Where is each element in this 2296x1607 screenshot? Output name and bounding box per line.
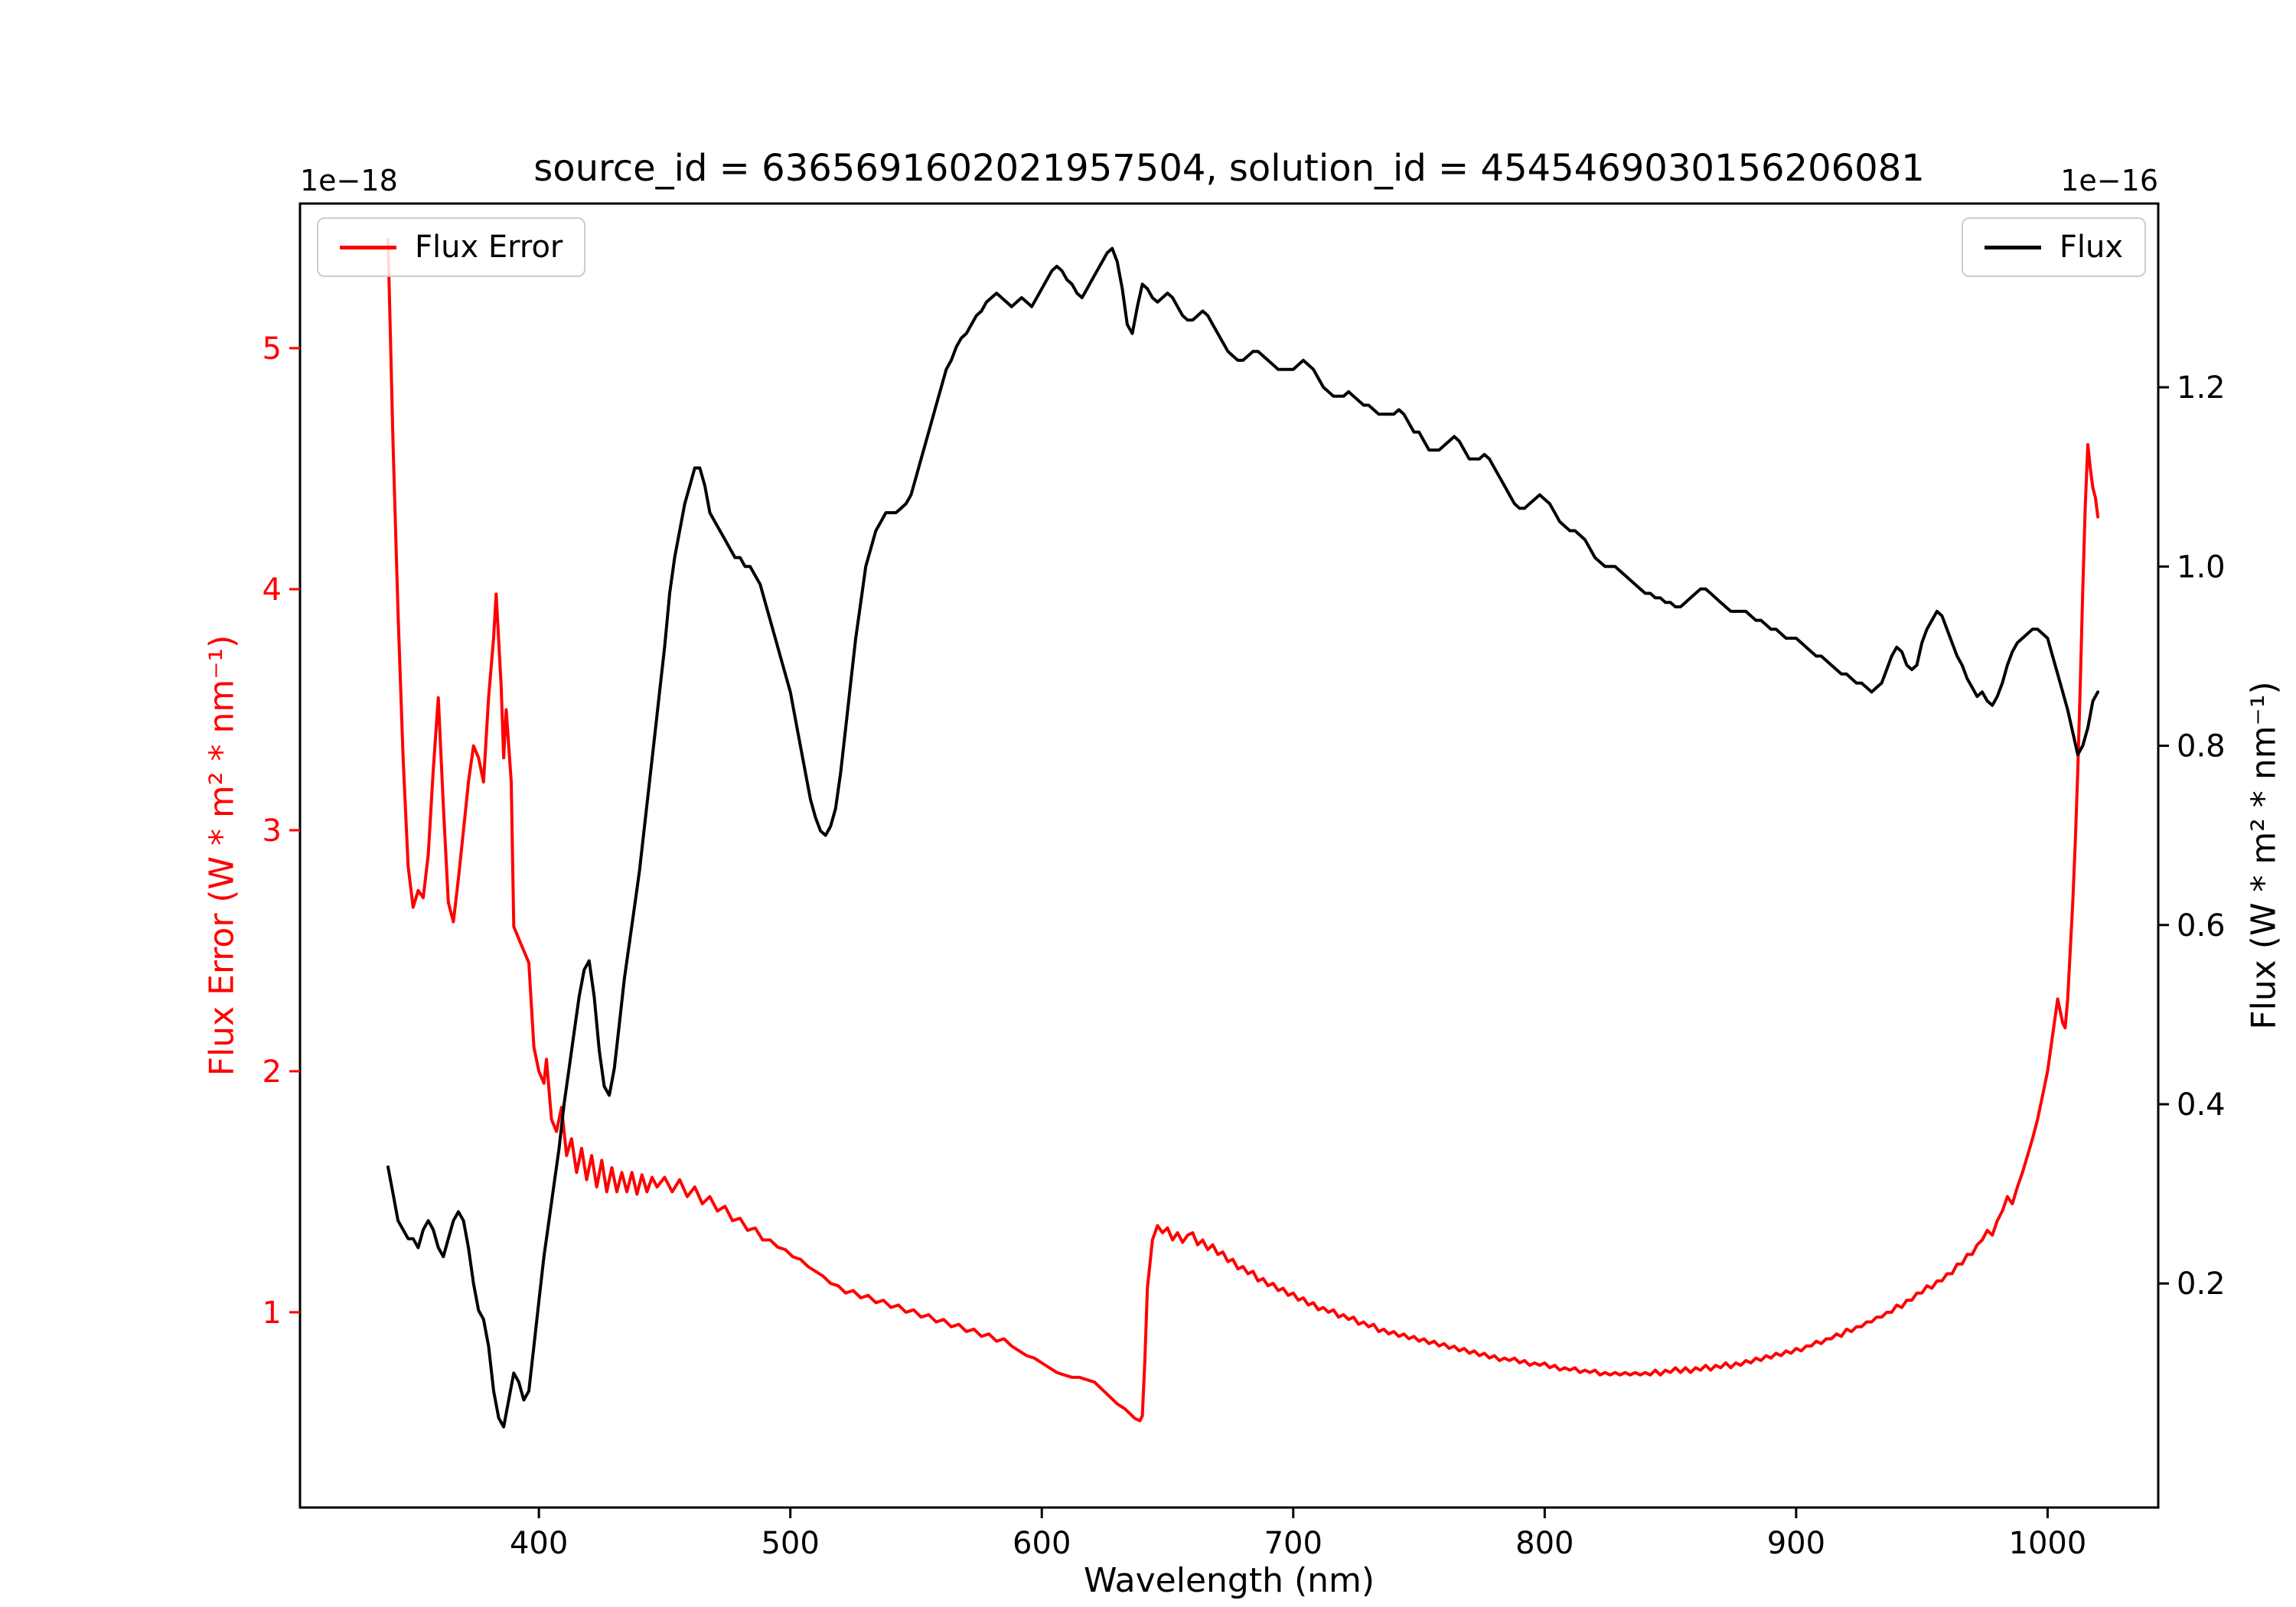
x-tick-label: 600 [1013,1526,1071,1561]
right-y-tick-label: 0.6 [2177,908,2226,944]
axes-box [298,202,2160,1509]
left-y-tick-label: 1 [263,1296,282,1331]
flux-error-line [386,238,2100,1423]
flux-line [386,246,2100,1429]
x-tick-label: 800 [1515,1526,1574,1561]
legend-flux-label: Flux [2059,230,2123,265]
x-tick-label: 400 [510,1526,568,1561]
right-y-tick-label: 0.2 [2177,1266,2226,1302]
right-y-tick-label: 0.8 [2177,729,2226,764]
legend-flux: Flux [1961,217,2146,277]
x-tick-label: 500 [761,1526,819,1561]
right-axis-offset-text: 1e−16 [2060,164,2158,197]
legend-flux-error: Flux Error [317,217,586,277]
x-tick-label: 1000 [2009,1526,2087,1561]
right-y-tick-label: 0.4 [2177,1087,2226,1123]
x-tick-label: 700 [1264,1526,1322,1561]
left-y-tick-label: 2 [263,1054,282,1090]
left-y-tick-label: 3 [263,813,282,849]
x-axis-label: Wavelength (nm) [1083,1561,1375,1600]
left-axis-offset-text: 1e−18 [300,164,398,197]
left-y-axis-label: Flux Error (W * m² * nm⁻¹) [202,634,242,1077]
left-y-tick-label: 4 [263,572,282,608]
x-tick-label: 900 [1767,1526,1825,1561]
chart-title: source_id = 6365691602021957504, solutio… [533,147,1925,190]
right-y-axis-label: Flux (W * m² * nm⁻¹) [2244,681,2284,1030]
legend-flux-error-label: Flux Error [415,230,563,265]
flux-legend-line-icon [1984,245,2041,249]
right-y-tick-label: 1.2 [2177,370,2226,406]
flux-error-legend-line-icon [340,245,396,249]
left-y-tick-label: 5 [263,331,282,367]
right-y-tick-label: 1.0 [2177,549,2226,585]
